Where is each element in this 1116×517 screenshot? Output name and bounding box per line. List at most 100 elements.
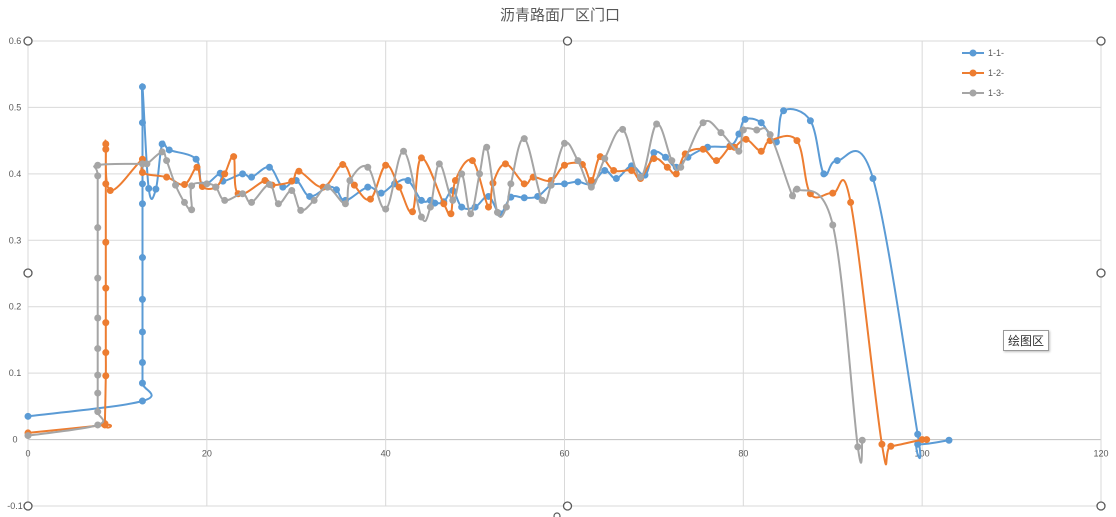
data-point bbox=[483, 143, 491, 151]
data-point bbox=[138, 169, 146, 177]
data-point bbox=[221, 170, 229, 178]
y-tick-label: 0.2 bbox=[9, 302, 22, 312]
data-point bbox=[520, 194, 528, 202]
data-point bbox=[138, 295, 146, 303]
data-point bbox=[699, 145, 707, 153]
data-point bbox=[212, 183, 220, 191]
data-point bbox=[887, 442, 895, 450]
data-point bbox=[417, 154, 425, 162]
y-tick-label: 0 bbox=[12, 435, 17, 445]
resize-handle[interactable] bbox=[23, 501, 33, 511]
x-tick-label: 20 bbox=[202, 449, 212, 459]
y-tick-label: 0.3 bbox=[9, 235, 22, 245]
data-point bbox=[138, 83, 146, 91]
resize-handle[interactable] bbox=[1096, 501, 1106, 511]
data-point bbox=[587, 183, 595, 191]
data-point bbox=[346, 177, 354, 184]
resize-handle[interactable] bbox=[23, 268, 33, 278]
data-point bbox=[339, 161, 347, 169]
data-point bbox=[742, 135, 750, 143]
data-point bbox=[158, 148, 166, 156]
resize-handle[interactable] bbox=[562, 36, 573, 46]
data-point bbox=[854, 443, 862, 451]
data-point bbox=[138, 119, 146, 127]
data-point bbox=[820, 170, 828, 178]
data-point bbox=[650, 155, 658, 163]
data-point bbox=[332, 186, 340, 194]
data-point bbox=[163, 157, 171, 165]
data-point bbox=[106, 186, 114, 194]
resize-handle[interactable] bbox=[553, 512, 561, 517]
data-point bbox=[628, 167, 636, 175]
data-point bbox=[364, 183, 372, 191]
resize-handle[interactable] bbox=[23, 36, 33, 46]
data-point bbox=[193, 163, 201, 171]
data-point bbox=[145, 184, 153, 192]
data-point bbox=[138, 359, 146, 367]
data-point bbox=[94, 274, 102, 282]
data-point bbox=[288, 177, 296, 185]
data-point bbox=[158, 140, 166, 148]
data-point bbox=[806, 117, 814, 125]
data-point bbox=[538, 196, 546, 204]
y-tick-label: 0.6 bbox=[9, 36, 22, 46]
data-point bbox=[163, 173, 171, 181]
data-point bbox=[447, 210, 455, 218]
data-point bbox=[138, 254, 146, 262]
data-point bbox=[449, 196, 457, 204]
data-point bbox=[650, 149, 658, 157]
data-point bbox=[458, 170, 466, 178]
data-point bbox=[561, 139, 568, 147]
x-tick-label: 100 bbox=[915, 449, 930, 459]
data-point bbox=[677, 163, 685, 171]
data-point bbox=[102, 319, 110, 327]
data-point bbox=[221, 196, 229, 204]
data-point bbox=[350, 181, 358, 189]
data-point bbox=[102, 238, 110, 246]
resize-handle[interactable] bbox=[1096, 36, 1106, 46]
x-tick-label: 60 bbox=[559, 449, 569, 459]
data-point bbox=[261, 177, 269, 184]
data-point bbox=[417, 213, 425, 221]
data-point bbox=[24, 432, 32, 440]
data-point bbox=[94, 345, 102, 353]
data-point bbox=[833, 157, 841, 165]
data-point bbox=[102, 284, 110, 292]
data-point bbox=[440, 200, 448, 208]
data-point bbox=[102, 372, 110, 380]
resize-handle[interactable] bbox=[1096, 268, 1106, 278]
data-point bbox=[663, 163, 671, 171]
data-point bbox=[858, 436, 866, 444]
data-point bbox=[138, 397, 146, 405]
data-point bbox=[377, 189, 385, 197]
plot-area-tooltip: 绘图区 bbox=[1003, 330, 1050, 351]
data-point bbox=[672, 170, 680, 178]
gridlines bbox=[27, 40, 1102, 507]
legend-label: 1-3- bbox=[988, 88, 1004, 98]
data-point bbox=[102, 140, 110, 148]
data-point bbox=[310, 196, 318, 204]
data-point bbox=[435, 160, 443, 168]
data-point bbox=[230, 153, 238, 161]
data-point bbox=[203, 180, 211, 188]
data-point bbox=[467, 210, 475, 218]
data-point bbox=[94, 408, 102, 416]
legend-label: 1-2- bbox=[988, 68, 1004, 78]
selection-handles[interactable] bbox=[23, 36, 1106, 517]
plot-area[interactable] bbox=[24, 83, 953, 466]
resize-handle[interactable] bbox=[562, 501, 573, 511]
data-point bbox=[143, 160, 151, 168]
x-tick-label: 40 bbox=[381, 449, 391, 459]
data-point bbox=[265, 163, 273, 171]
data-point bbox=[138, 200, 146, 208]
y-tick-label: 0.4 bbox=[9, 169, 22, 179]
data-point bbox=[248, 198, 256, 206]
data-point bbox=[914, 430, 922, 438]
data-point bbox=[619, 125, 627, 133]
data-point bbox=[180, 180, 188, 188]
data-point bbox=[172, 181, 180, 189]
series-1-3-group bbox=[24, 119, 866, 464]
data-point bbox=[366, 195, 374, 203]
data-point bbox=[94, 161, 102, 169]
